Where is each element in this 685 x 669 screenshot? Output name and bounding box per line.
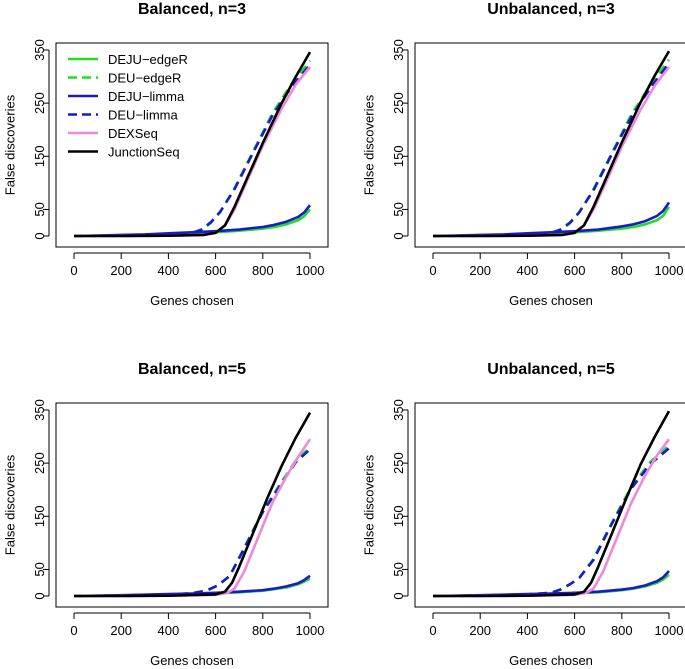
legend-label-deu-limma: DEU−limma xyxy=(108,108,178,123)
y-tick-label: 150 xyxy=(32,145,47,167)
series-line-deu-limma xyxy=(432,447,670,598)
y-axis-label: False discoveries xyxy=(361,94,376,195)
chart-title: Unbalanced, n=3 xyxy=(487,1,615,18)
x-tick-label: 1000 xyxy=(296,263,325,278)
x-tick-label: 800 xyxy=(252,263,274,278)
x-tick-label: 0 xyxy=(70,623,77,638)
x-tick-label: 600 xyxy=(205,623,227,638)
y-tick-label: 150 xyxy=(32,505,47,527)
x-tick-label: 400 xyxy=(158,263,180,278)
y-tick-label: 250 xyxy=(391,92,406,114)
panel-balanced-n-5: Balanced, n=5 0 200 400 600 800 1000 Genes chos… xyxy=(2,361,329,668)
plot-frame xyxy=(55,402,329,608)
x-axis-label: Genes chosen xyxy=(509,653,593,668)
plot-frame xyxy=(414,42,685,248)
y-tick-label: 350 xyxy=(32,399,47,421)
series-line-deu-edger xyxy=(73,446,311,598)
legend-label-deju-limma: DEJU−limma xyxy=(108,89,185,104)
x-tick-label: 1000 xyxy=(655,263,684,278)
y-tick-label: 250 xyxy=(32,92,47,114)
series-line-deu-limma xyxy=(73,448,311,598)
x-tick-label: 400 xyxy=(517,263,539,278)
x-axis-label: Genes chosen xyxy=(509,293,593,308)
x-tick-label: 800 xyxy=(252,623,274,638)
panel-unbalanced-n-3: Unbalanced, n=3 0 200 400 600 800 1000 Genes ch… xyxy=(361,1,685,308)
series-line-junctionseq xyxy=(74,51,312,238)
legend-label-dexseq: DEXSeq xyxy=(108,126,158,141)
x-axis-label: Genes chosen xyxy=(150,653,234,668)
y-axis-label: False discoveries xyxy=(2,94,17,195)
x-tick-label: 200 xyxy=(469,623,491,638)
x-tick-label: 0 xyxy=(429,263,436,278)
panel-unbalanced-n-5: Unbalanced, n=5 0 200 400 600 800 1000 Genes ch… xyxy=(361,361,685,668)
series-line-deu-limma xyxy=(432,62,671,238)
y-tick-label: 0 xyxy=(391,232,406,239)
plot-frame xyxy=(414,402,685,608)
chart-title: Balanced, n=5 xyxy=(138,361,246,378)
plot-frame xyxy=(55,42,329,248)
x-tick-label: 200 xyxy=(110,623,132,638)
y-tick-label: 150 xyxy=(391,145,406,167)
y-tick-label: 350 xyxy=(391,399,406,421)
series-line-junctionseq xyxy=(433,50,671,238)
x-tick-label: 200 xyxy=(110,263,132,278)
series-line-junctionseq xyxy=(74,412,312,598)
series-line-dexseq xyxy=(433,66,671,238)
x-tick-label: 0 xyxy=(70,263,77,278)
x-tick-label: 1000 xyxy=(655,623,684,638)
legend-label-deju-edger: DEJU−edgeR xyxy=(108,52,188,67)
y-tick-label: 350 xyxy=(391,39,406,61)
x-tick-label: 800 xyxy=(611,263,633,278)
y-tick-label: 0 xyxy=(32,592,47,599)
chart-title: Balanced, n=3 xyxy=(138,1,246,18)
legend-label-deu-edger: DEU−edgeR xyxy=(108,71,181,86)
x-tick-label: 400 xyxy=(158,623,180,638)
x-tick-label: 600 xyxy=(564,263,586,278)
y-tick-label: 250 xyxy=(391,452,406,474)
y-tick-label: 0 xyxy=(391,592,406,599)
y-tick-label: 50 xyxy=(391,202,406,216)
series-line-dexseq xyxy=(433,438,671,598)
x-tick-label: 0 xyxy=(429,623,436,638)
series-line-deju-limma xyxy=(432,570,670,598)
y-tick-label: 50 xyxy=(32,562,47,576)
y-tick-label: 0 xyxy=(32,232,47,239)
x-tick-label: 600 xyxy=(564,623,586,638)
y-tick-label: 250 xyxy=(32,452,47,474)
series-line-deju-limma xyxy=(73,204,312,238)
x-axis-label: Genes chosen xyxy=(150,293,234,308)
panel-balanced-n-3: Balanced, n=3 0 200 400 600 800 1000 Genes chos… xyxy=(2,1,329,308)
x-tick-label: 1000 xyxy=(296,623,325,638)
legend-label-junctionseq: JunctionSeq xyxy=(108,145,180,160)
series-line-deu-edger xyxy=(432,444,670,598)
series-line-deu-edger xyxy=(432,58,671,238)
y-axis-label: False discoveries xyxy=(2,454,17,555)
chart-title: Unbalanced, n=5 xyxy=(487,361,615,378)
series-line-deju-limma xyxy=(432,201,671,238)
y-axis-label: False discoveries xyxy=(361,454,376,555)
series-line-deju-limma xyxy=(73,574,311,598)
y-tick-label: 350 xyxy=(32,39,47,61)
x-tick-label: 200 xyxy=(469,263,491,278)
y-tick-label: 50 xyxy=(391,562,406,576)
x-tick-label: 400 xyxy=(517,623,539,638)
x-tick-label: 800 xyxy=(611,623,633,638)
x-tick-label: 600 xyxy=(205,263,227,278)
y-tick-label: 50 xyxy=(32,202,47,216)
series-line-junctionseq xyxy=(433,410,671,598)
y-tick-label: 150 xyxy=(391,505,406,527)
series-line-dexseq xyxy=(74,438,312,598)
